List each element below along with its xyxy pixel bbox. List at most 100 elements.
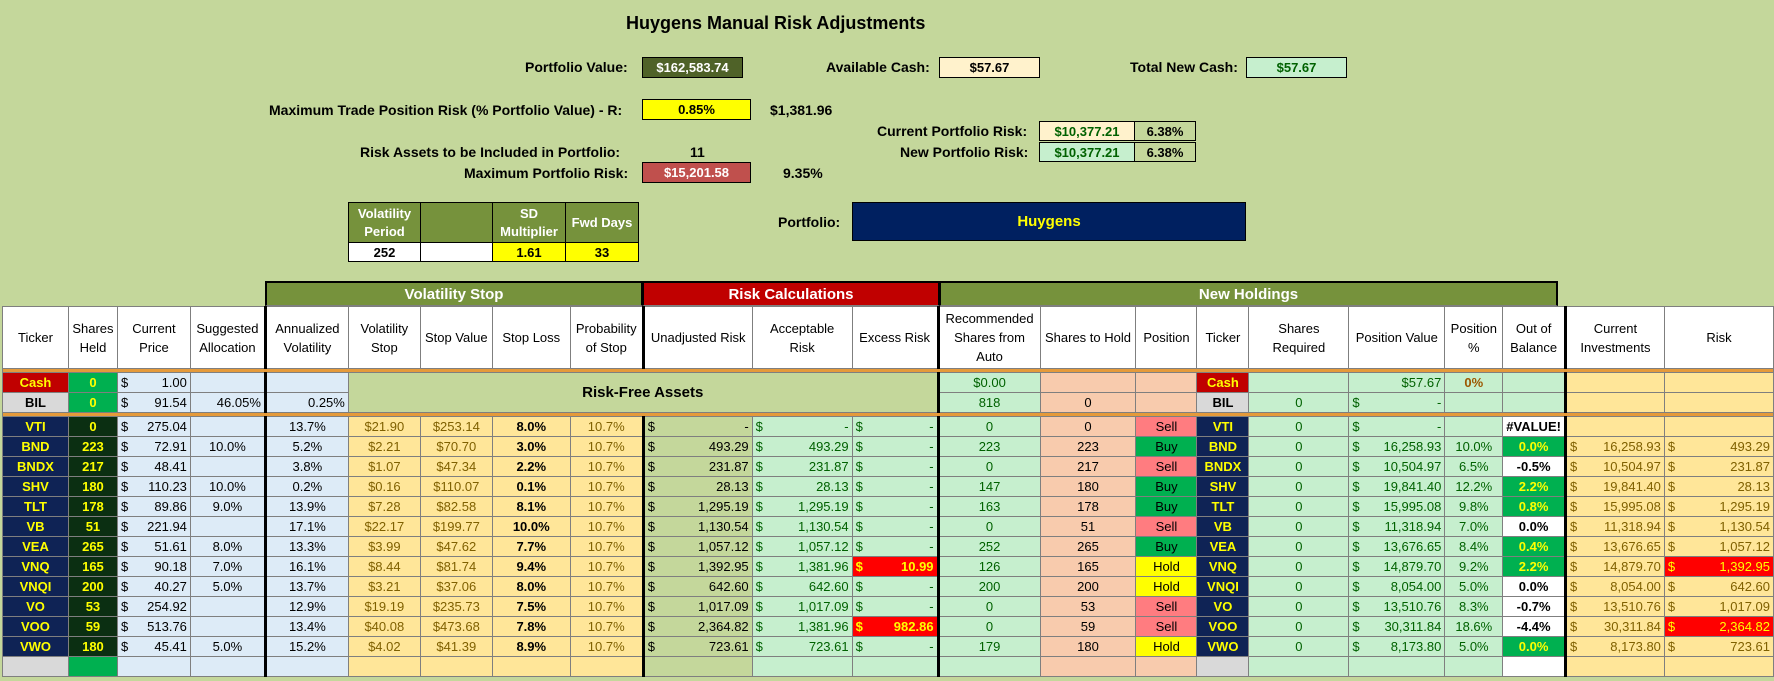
allocation-cell[interactable]: 5.0%: [189, 636, 266, 657]
ticker-cell[interactable]: VOO: [2, 616, 69, 637]
shares-held-cell[interactable]: 265: [67, 536, 118, 557]
hold-cell[interactable]: 53: [1039, 596, 1137, 617]
allocation-cell[interactable]: 46.05%: [189, 392, 266, 413]
allocation-cell[interactable]: 10.0%: [189, 476, 266, 497]
ticker-cell[interactable]: Cash: [2, 372, 69, 393]
allocation-cell[interactable]: 8.0%: [189, 536, 266, 557]
price-cell[interactable]: $275.04: [116, 416, 191, 437]
hold-cell[interactable]: 0: [1039, 392, 1137, 413]
table-row-cash[interactable]: Cash 0 $1.00 Risk-Free Assets $0.00 Cash…: [2, 372, 1774, 413]
allocation-cell[interactable]: [189, 372, 266, 393]
table-row-bnd[interactable]: BND 223 $72.91 10.0% 5.2% $2.21 $70.70 3.0% 10.7…: [2, 436, 1774, 457]
hold-cell[interactable]: 180: [1039, 636, 1137, 657]
ticker-cell[interactable]: VTI: [2, 416, 69, 437]
ticker-cell[interactable]: VWO: [2, 636, 69, 657]
max-trade-risk-cell[interactable]: 0.85%: [642, 99, 751, 120]
probability-cell: 10.7%: [569, 416, 644, 437]
table-row-bil[interactable]: BIL 0 $91.54 46.05% 0.25% 818 0 BIL 0 $ -: [2, 392, 1774, 413]
ticker-cell[interactable]: VNQI: [2, 576, 69, 597]
price-cell[interactable]: $40.27: [116, 576, 191, 597]
allocation-cell[interactable]: 5.0%: [189, 576, 266, 597]
ticker-cell[interactable]: VB: [2, 516, 69, 537]
table-row-vti[interactable]: VTI 0 $275.04 13.7% $21.90 $253.14 8.0% 10.7% $ -…: [2, 416, 1774, 437]
price-cell[interactable]: $45.41: [116, 636, 191, 657]
price-cell[interactable]: $221.94: [116, 516, 191, 537]
price-cell[interactable]: $72.91: [116, 436, 191, 457]
hold-cell[interactable]: [1039, 372, 1137, 393]
allocation-cell[interactable]: 9.0%: [189, 496, 266, 517]
ticker-cell[interactable]: VO: [2, 596, 69, 617]
ticker-cell[interactable]: VNQ: [2, 556, 69, 577]
available-cash-cell[interactable]: $57.67: [939, 57, 1040, 78]
portfolio-name-cell[interactable]: Huygens: [852, 202, 1246, 241]
price-cell[interactable]: $254.92: [116, 596, 191, 617]
shares-held-cell[interactable]: 0: [67, 392, 118, 413]
price-cell[interactable]: $513.76: [116, 616, 191, 637]
price-cell[interactable]: $90.18: [116, 556, 191, 577]
price-cell[interactable]: $91.54: [116, 392, 191, 413]
shares-held-cell[interactable]: 178: [67, 496, 118, 517]
allocation-cell[interactable]: [189, 516, 266, 537]
hold-cell[interactable]: 178: [1039, 496, 1137, 517]
table-row-vo[interactable]: VO 53 $254.92 12.9% $19.19 $235.73 7.5% 10.7% $1…: [2, 596, 1774, 617]
max-portfolio-risk-cell[interactable]: $15,201.58: [642, 162, 751, 183]
ticker-cell[interactable]: TLT: [2, 496, 69, 517]
table-row-bndx[interactable]: BNDX 217 $48.41 3.8% $1.07 $47.34 2.2% 10.7% $23…: [2, 456, 1774, 477]
table-row-vwo[interactable]: VWO 180 $45.41 5.0% 15.2% $4.02 $41.39 8.9% 10.7…: [2, 636, 1774, 657]
price-cell[interactable]: $51.61: [116, 536, 191, 557]
allocation-cell[interactable]: [189, 456, 266, 477]
sd-multiplier-input[interactable]: 1.61: [492, 242, 566, 262]
shares-held-cell[interactable]: 223: [67, 436, 118, 457]
price-cell[interactable]: $89.86: [116, 496, 191, 517]
shares-held-cell[interactable]: 0: [67, 416, 118, 437]
table-row-tlt[interactable]: TLT 178 $89.86 9.0% 13.9% $7.28 $82.58 8.1% 10.7…: [2, 496, 1774, 517]
hold-cell[interactable]: 180: [1039, 476, 1137, 497]
hold-cell[interactable]: 51: [1039, 516, 1137, 537]
allocation-cell[interactable]: [189, 596, 266, 617]
shares-held-cell[interactable]: 59: [67, 616, 118, 637]
hold-cell[interactable]: 165: [1039, 556, 1137, 577]
shares-held-cell[interactable]: 180: [67, 476, 118, 497]
shares-held-cell[interactable]: 51: [67, 516, 118, 537]
hold-cell[interactable]: 200: [1039, 576, 1137, 597]
total-new-cash-cell[interactable]: $57.67: [1246, 57, 1347, 78]
ticker-cell[interactable]: VEA: [2, 536, 69, 557]
hold-cell[interactable]: 59: [1039, 616, 1137, 637]
hold-cell[interactable]: 223: [1039, 436, 1137, 457]
current-portfolio-risk-cell[interactable]: $10,377.21: [1039, 121, 1135, 141]
shares-held-cell[interactable]: 53: [67, 596, 118, 617]
new-portfolio-risk-cell[interactable]: $10,377.21: [1039, 142, 1135, 162]
table-row-shv[interactable]: SHV 180 $110.23 10.0% 0.2% $0.16 $110.07 0.1% 10…: [2, 476, 1774, 497]
table-row-voo[interactable]: VOO 59 $513.76 13.4% $40.08 $473.68 7.8% 10.7% $…: [2, 616, 1774, 637]
shares-held-cell[interactable]: 180: [67, 636, 118, 657]
vol-period-input[interactable]: 252: [348, 242, 421, 262]
portfolio-value-cell[interactable]: $162,583.74: [642, 57, 743, 78]
ticker-cell[interactable]: BIL: [2, 392, 69, 413]
price-cell[interactable]: $48.41: [116, 456, 191, 477]
position-value-cell: $13,510.76: [1348, 596, 1446, 617]
ticker-cell[interactable]: SHV: [2, 476, 69, 497]
shares-held-cell[interactable]: 0: [67, 372, 118, 393]
hold-cell[interactable]: 265: [1039, 536, 1137, 557]
fwd-days-input[interactable]: 33: [565, 242, 639, 262]
table-row-vnqi[interactable]: VNQI 200 $40.27 5.0% 13.7% $3.21 $37.06 8.0% 10.…: [2, 576, 1774, 597]
price-cell[interactable]: $110.23: [116, 476, 191, 497]
table-row-vb[interactable]: VB 51 $221.94 17.1% $22.17 $199.77 10.0% 10.7% $…: [2, 516, 1774, 537]
shares-held-cell[interactable]: 165: [67, 556, 118, 577]
table-row-vnq[interactable]: VNQ 165 $90.18 7.0% 16.1% $8.44 $81.74 9.4% 10.7…: [2, 556, 1774, 577]
allocation-cell[interactable]: 10.0%: [189, 436, 266, 457]
price-cell[interactable]: $1.00: [116, 372, 191, 393]
shares-held-cell[interactable]: 200: [67, 576, 118, 597]
allocation-cell[interactable]: [189, 616, 266, 637]
shares-held-cell[interactable]: 217: [67, 456, 118, 477]
allocation-cell[interactable]: 7.0%: [189, 556, 266, 577]
hold-cell[interactable]: 217: [1039, 456, 1137, 477]
hold-cell[interactable]: 0: [1039, 416, 1137, 437]
position-pct-cell: 9.8%: [1444, 496, 1504, 517]
allocation-cell[interactable]: [189, 416, 266, 437]
current-portfolio-risk-pct: 6.38%: [1134, 121, 1196, 141]
oob-cell: [1502, 392, 1566, 413]
table-row-vea[interactable]: VEA 265 $51.61 8.0% 13.3% $3.99 $47.62 7.7% 10.7…: [2, 536, 1774, 557]
ticker-cell[interactable]: BND: [2, 436, 69, 457]
ticker-cell[interactable]: BNDX: [2, 456, 69, 477]
